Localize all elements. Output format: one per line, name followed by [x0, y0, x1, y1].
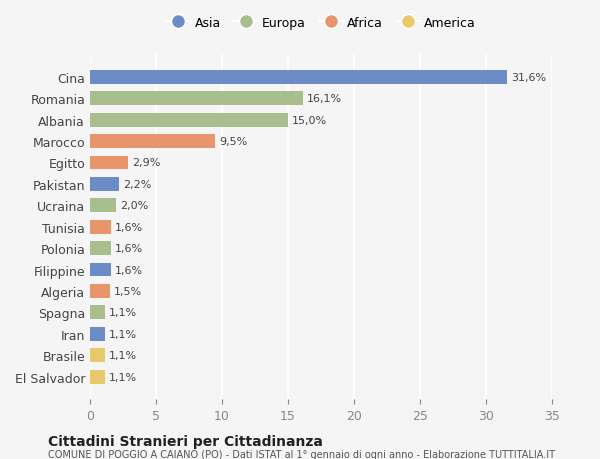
Text: 1,1%: 1,1% [109, 329, 137, 339]
Text: 1,1%: 1,1% [109, 350, 137, 360]
Text: 1,5%: 1,5% [114, 286, 142, 296]
Text: 1,1%: 1,1% [109, 372, 137, 382]
Bar [90, 71, 507, 84]
Text: 16,1%: 16,1% [307, 94, 341, 104]
Text: 2,9%: 2,9% [132, 158, 161, 168]
Text: 9,5%: 9,5% [220, 137, 248, 147]
Bar [90, 263, 111, 277]
Text: 1,1%: 1,1% [109, 308, 137, 318]
Bar [90, 113, 288, 127]
Text: 1,6%: 1,6% [115, 222, 143, 232]
Text: Cittadini Stranieri per Cittadinanza: Cittadini Stranieri per Cittadinanza [48, 434, 323, 448]
Bar [90, 220, 111, 234]
Bar [90, 284, 110, 298]
Bar [90, 348, 104, 362]
Bar [90, 92, 302, 106]
Bar [90, 135, 215, 149]
Text: 1,6%: 1,6% [115, 244, 143, 253]
Text: 2,0%: 2,0% [121, 201, 149, 211]
Text: 2,2%: 2,2% [123, 179, 151, 190]
Bar [90, 241, 111, 256]
Bar [90, 370, 104, 384]
Bar [90, 306, 104, 319]
Bar [90, 156, 128, 170]
Bar [90, 199, 116, 213]
Text: 1,6%: 1,6% [115, 265, 143, 275]
Bar [90, 327, 104, 341]
Text: 15,0%: 15,0% [292, 115, 327, 125]
Bar [90, 178, 119, 191]
Text: COMUNE DI POGGIO A CAIANO (PO) - Dati ISTAT al 1° gennaio di ogni anno - Elabora: COMUNE DI POGGIO A CAIANO (PO) - Dati IS… [48, 449, 555, 459]
Legend: Asia, Europa, Africa, America: Asia, Europa, Africa, America [166, 17, 476, 29]
Text: 31,6%: 31,6% [511, 73, 546, 83]
